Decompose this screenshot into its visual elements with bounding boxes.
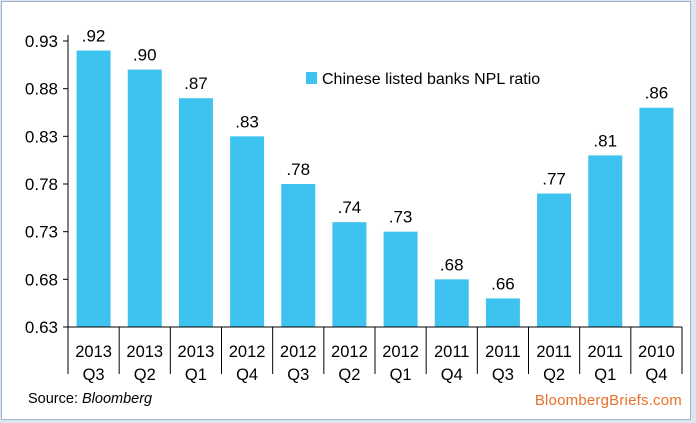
bar (230, 136, 265, 327)
bar (281, 184, 316, 327)
x-tick-label-year: 2012 (331, 343, 368, 361)
y-tick-label: 0.63 (25, 318, 58, 337)
data-label: .74 (338, 198, 362, 217)
brand-link[interactable]: BloombergBriefs.com (534, 392, 682, 409)
bar (639, 107, 674, 327)
data-label: .83 (235, 112, 259, 131)
data-label: .90 (133, 46, 157, 65)
y-tick-label: 0.83 (25, 127, 58, 146)
bars: .92 .90 .87 .83 .78 .74 .73 .68 .66 .77 .81 .86 (76, 27, 674, 328)
x-tick-label-quarter: Q4 (441, 366, 463, 384)
data-label: .92 (82, 27, 106, 46)
data-label: .73 (389, 208, 413, 227)
x-tick-label-year: 2011 (536, 343, 571, 361)
source-note: Source: Bloomberg (28, 391, 152, 407)
data-label: .86 (645, 84, 669, 103)
x-tick-label-year: 2012 (280, 343, 317, 361)
x-tick-label-quarter: Q2 (338, 366, 360, 384)
x-tick-label-year: 2012 (229, 343, 266, 361)
bar (332, 222, 367, 327)
source-prefix: Source: (28, 391, 82, 407)
y-tick-label: 0.73 (25, 223, 58, 242)
x-tick-label-year: 2011 (588, 343, 623, 361)
data-label: .66 (491, 274, 515, 293)
legend-label: Chinese listed banks NPL ratio (322, 71, 540, 88)
x-tick-label-quarter: Q3 (287, 366, 309, 384)
source-name: Bloomberg (82, 391, 153, 407)
data-label: .78 (286, 160, 310, 179)
bar (178, 98, 213, 327)
x-tick-label-quarter: Q3 (492, 366, 514, 384)
x-axis: 2013 Q3 2013 Q2 2013 Q1 2012 Q4 2012 Q3 2012 Q2 2012… (67, 326, 683, 384)
bar (537, 193, 572, 327)
y-tick-label: 0.93 (25, 32, 58, 51)
legend: Chinese listed banks NPL ratio (306, 71, 540, 88)
data-label: .77 (542, 170, 566, 189)
x-tick-label-quarter: Q1 (594, 366, 616, 384)
x-tick-label-quarter: Q3 (83, 366, 105, 384)
y-axis: 0.63 0.68 0.73 0.78 0.83 0.88 0.93 (25, 32, 69, 337)
x-tick-label-year: 2010 (638, 343, 675, 361)
y-tick-label: 0.78 (25, 175, 58, 194)
x-tick-label-quarter: Q4 (236, 366, 258, 384)
bar (485, 298, 520, 327)
x-tick-label-year: 2011 (434, 343, 469, 361)
data-label: .68 (440, 255, 464, 274)
bar (76, 50, 111, 328)
x-tick-label-year: 2013 (126, 343, 163, 361)
bar (127, 69, 162, 327)
x-tick-label-quarter: Q2 (134, 366, 156, 384)
x-tick-label-quarter: Q4 (645, 366, 667, 384)
data-label: .81 (593, 131, 617, 150)
x-tick-label-quarter: Q2 (543, 366, 565, 384)
x-tick-label-year: 2013 (75, 343, 112, 361)
bar (383, 231, 418, 327)
y-tick-label: 0.68 (25, 270, 58, 289)
x-tick-label-year: 2013 (178, 343, 215, 361)
legend-swatch (306, 72, 317, 84)
y-tick-label: 0.88 (25, 80, 58, 99)
x-tick-label-quarter: Q1 (390, 366, 412, 384)
x-tick-label-quarter: Q1 (185, 366, 207, 384)
bar (434, 279, 469, 327)
x-tick-label-year: 2012 (382, 343, 419, 361)
bar (588, 155, 623, 327)
x-tick-label-year: 2011 (485, 343, 520, 361)
data-label: .87 (184, 74, 208, 93)
